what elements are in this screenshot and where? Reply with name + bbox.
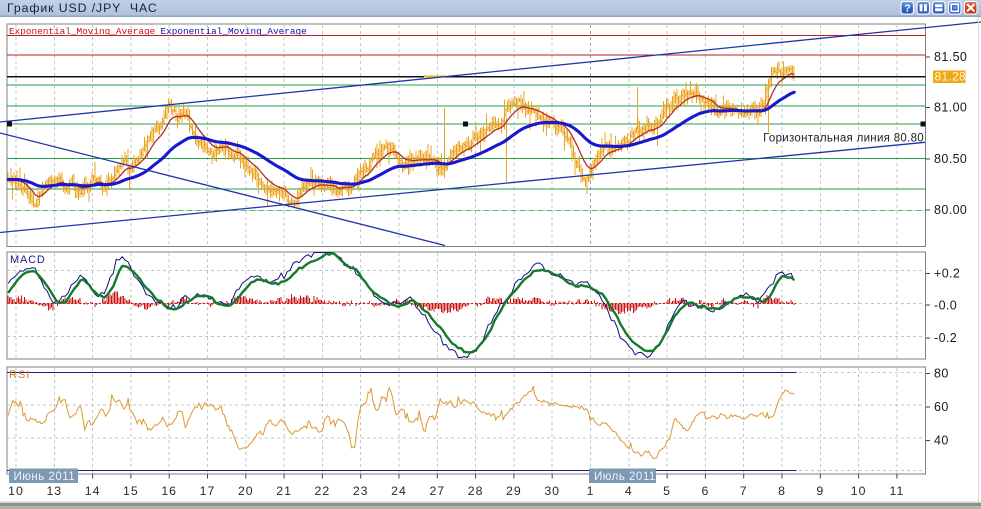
svg-text:14: 14: [85, 484, 101, 498]
svg-text:80.00: 80.00: [934, 203, 967, 217]
svg-text:81.00: 81.00: [934, 101, 967, 115]
svg-text:22: 22: [315, 484, 331, 498]
svg-text:27: 27: [429, 484, 445, 498]
svg-text:6: 6: [701, 484, 709, 498]
svg-text:15: 15: [123, 484, 139, 498]
svg-text:29: 29: [506, 484, 522, 498]
svg-text:80: 80: [934, 367, 949, 381]
svg-text:-0.2: -0.2: [934, 331, 957, 345]
svg-text:17: 17: [200, 484, 216, 498]
svg-text:4: 4: [625, 484, 633, 498]
svg-text:80.50: 80.50: [934, 152, 967, 166]
svg-text:21: 21: [276, 484, 292, 498]
svg-text:23: 23: [353, 484, 369, 498]
svg-text:5: 5: [663, 484, 671, 498]
svg-text:16: 16: [161, 484, 177, 498]
svg-text:+0.2: +0.2: [934, 267, 960, 281]
svg-text:10: 10: [851, 484, 867, 498]
svg-text:График USD /JPY ЧАС: График USD /JPY ЧАС: [7, 1, 158, 15]
svg-text:81.28: 81.28: [935, 70, 967, 84]
svg-text:Горизонтальная линия 80.80: Горизонтальная линия 80.80: [763, 133, 924, 145]
svg-text:7: 7: [740, 484, 748, 498]
svg-text:10: 10: [8, 484, 24, 498]
svg-text:60: 60: [934, 400, 949, 414]
svg-text:20: 20: [238, 484, 254, 498]
svg-text:Exponential_Moving_Average: Exponential_Moving_Average: [161, 26, 308, 37]
svg-text:24: 24: [391, 484, 407, 498]
svg-text:30: 30: [544, 484, 560, 498]
svg-text:Июнь 2011: Июнь 2011: [14, 471, 76, 483]
svg-text:MACD: MACD: [10, 254, 46, 266]
svg-text:-0.0: -0.0: [934, 298, 957, 312]
svg-text:8: 8: [778, 484, 786, 498]
svg-text:9: 9: [816, 484, 824, 498]
svg-text:28: 28: [468, 484, 484, 498]
svg-text:40: 40: [934, 434, 949, 448]
svg-text:RSI: RSI: [9, 369, 30, 381]
svg-text:Exponential_Moving_Average: Exponential_Moving_Average: [9, 26, 156, 37]
svg-text:13: 13: [46, 484, 62, 498]
svg-text:Июль 2011: Июль 2011: [594, 471, 656, 483]
svg-text:1: 1: [587, 484, 595, 498]
svg-text:81.50: 81.50: [934, 50, 967, 64]
svg-text:11: 11: [890, 484, 905, 498]
svg-text:?: ?: [904, 3, 910, 15]
